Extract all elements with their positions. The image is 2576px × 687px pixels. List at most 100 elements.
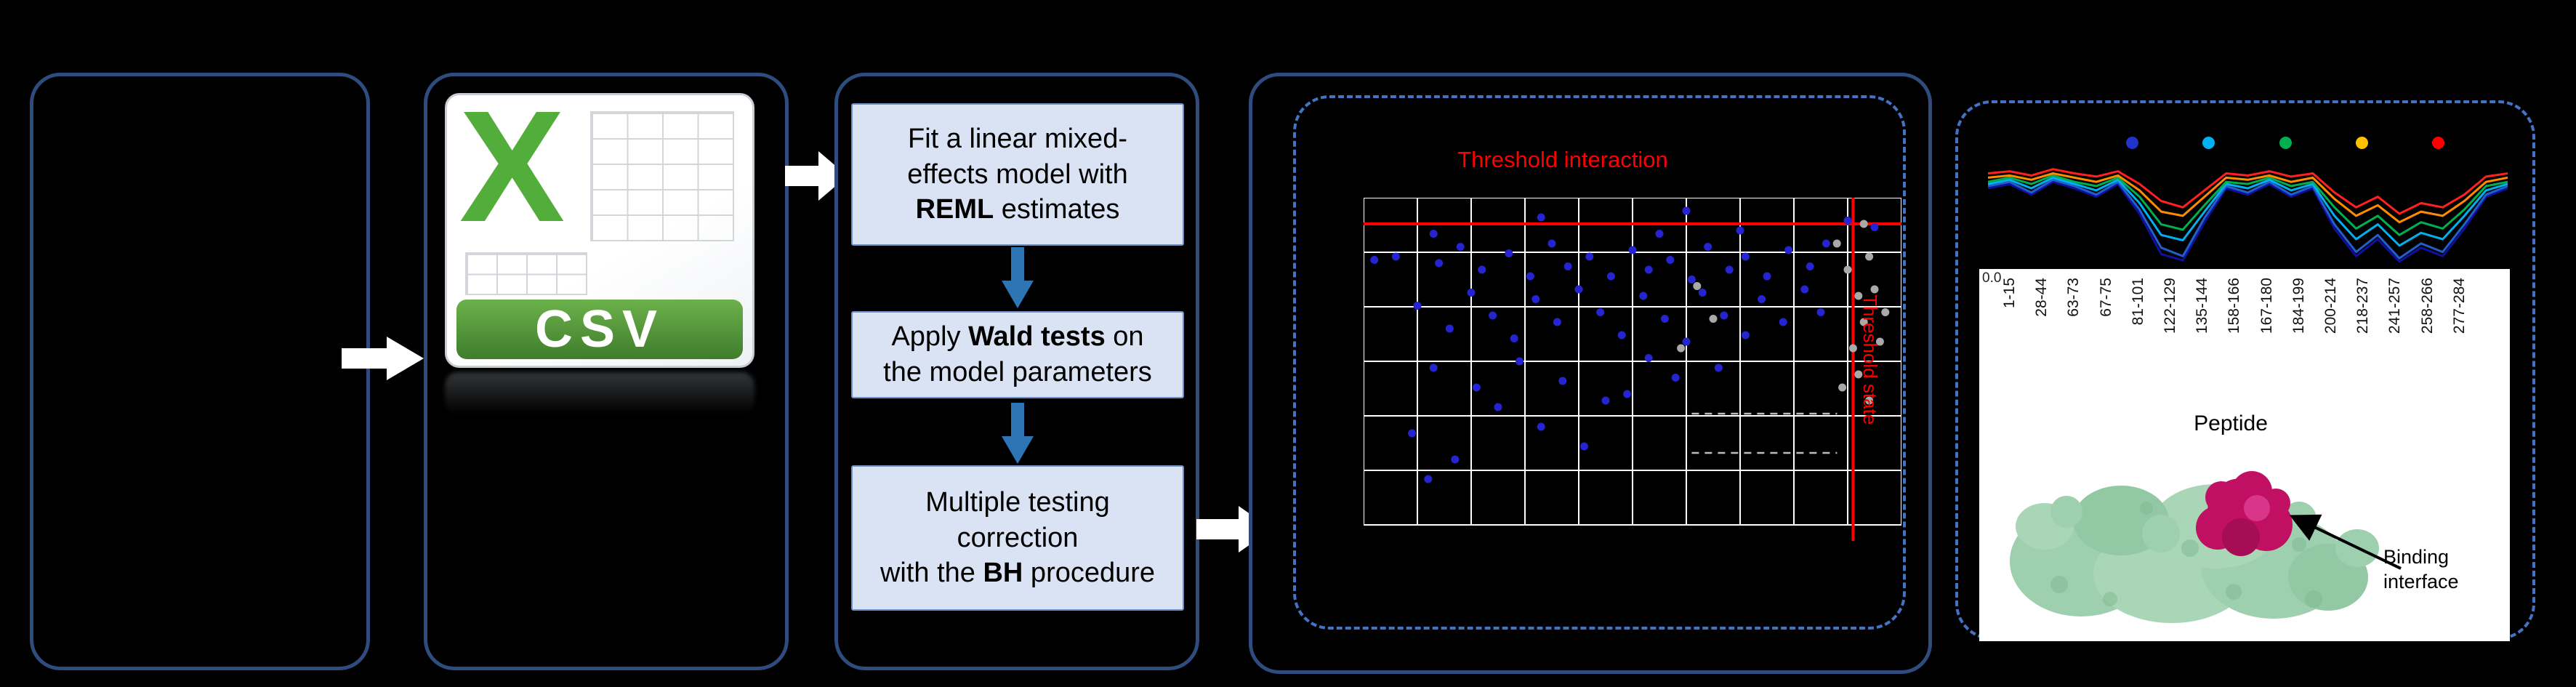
scatter-point-significant bbox=[1806, 262, 1814, 270]
peptide-tick-label: 167-180 bbox=[2258, 278, 2275, 334]
scatter-point-nonsignificant bbox=[1693, 282, 1702, 290]
scatter-point-significant bbox=[1644, 354, 1653, 362]
scatter-point-significant bbox=[1472, 383, 1481, 392]
peptide-axis-label: Peptide bbox=[2194, 411, 2268, 435]
peptide-tick-label: 81-101 bbox=[2129, 278, 2146, 326]
timepoint-legend-dots bbox=[2126, 137, 2444, 149]
scatter-point-nonsignificant bbox=[1881, 308, 1890, 316]
scatter-point-significant bbox=[1639, 292, 1648, 300]
scatter-point-significant bbox=[1606, 272, 1615, 281]
scatter-point-nonsignificant bbox=[1875, 337, 1884, 346]
scatter-point-significant bbox=[1816, 308, 1825, 316]
scatter-point-significant bbox=[1655, 230, 1664, 238]
scatter-point-significant bbox=[1510, 334, 1518, 342]
scatter-point-significant bbox=[1456, 243, 1465, 251]
scatter-point-significant bbox=[1741, 331, 1750, 340]
step2-line1a: Apply bbox=[891, 321, 969, 353]
spreadsheet-grid-icon bbox=[590, 111, 734, 241]
scatter-point-significant bbox=[1553, 318, 1561, 326]
scatter-point-significant bbox=[1435, 259, 1444, 268]
input-box bbox=[30, 73, 370, 670]
scatter-point-significant bbox=[1741, 252, 1750, 261]
down-arrow-1-icon bbox=[1002, 247, 1034, 308]
scatter-point-nonsignificant bbox=[1870, 285, 1879, 294]
step3-line3c: procedure bbox=[1023, 558, 1156, 589]
step1-line3: estimates bbox=[994, 194, 1120, 225]
scatter-point-significant bbox=[1467, 289, 1476, 297]
scatter-point-significant bbox=[1822, 239, 1830, 248]
scatter-point-significant bbox=[1478, 265, 1486, 274]
scatter-point-significant bbox=[1628, 246, 1637, 254]
scatter-point-nonsignificant bbox=[1854, 370, 1863, 379]
scatter-point-significant bbox=[1547, 239, 1556, 248]
step3-line1: Multiple testing bbox=[925, 487, 1110, 518]
scatter-point-significant bbox=[1623, 390, 1632, 398]
scatter-point-significant bbox=[1682, 206, 1691, 215]
scatter-point-significant bbox=[1758, 295, 1766, 303]
step3-line2: correction bbox=[957, 522, 1079, 553]
peptide-tick-label: 277-284 bbox=[2450, 278, 2468, 334]
scatter-point-significant bbox=[1666, 256, 1675, 264]
scatter-point-significant bbox=[1413, 302, 1422, 310]
peptide-tick-label: 63-73 bbox=[2065, 278, 2082, 317]
scatter-point-significant bbox=[1617, 331, 1626, 340]
csv-file-icon: X CSV bbox=[445, 84, 754, 368]
uptake-line-navy bbox=[1988, 180, 2508, 263]
peptide-tick-label: 184-199 bbox=[2290, 278, 2307, 334]
peptide-tick-label: 122-129 bbox=[2162, 278, 2178, 334]
peptide-tick-label: 241-257 bbox=[2386, 278, 2404, 334]
legend-dot-icon bbox=[2202, 137, 2215, 149]
step-multiple-testing: Multiple testing correction with the BH … bbox=[851, 465, 1184, 611]
step2-line2: the model parameters bbox=[883, 357, 1152, 387]
scatter-point-nonsignificant bbox=[1832, 239, 1841, 248]
step2-wald: Wald tests bbox=[968, 321, 1106, 353]
threshold-interaction-label: Threshold interaction bbox=[1457, 147, 1668, 172]
csv-banner-label: CSV bbox=[534, 300, 665, 358]
step3-line3a: with the bbox=[880, 558, 983, 589]
peptide-tick-label: 28-44 bbox=[2033, 278, 2050, 317]
scatter-point-significant bbox=[1505, 249, 1513, 257]
deuterium-uptake-chart bbox=[1988, 168, 2508, 263]
uptake-line-cyan bbox=[1988, 176, 2508, 247]
scatter-point-significant bbox=[1585, 252, 1594, 261]
scatter-point-significant bbox=[1660, 315, 1669, 323]
scatter-result-box bbox=[1249, 73, 1932, 674]
scatter-point-significant bbox=[1725, 265, 1734, 274]
binding-interface-arrow-icon bbox=[2289, 514, 2402, 570]
csv-banner: CSV bbox=[456, 299, 744, 359]
scatter-point-significant bbox=[1537, 422, 1545, 431]
scatter-point-significant bbox=[1779, 318, 1787, 326]
scatter-point-significant bbox=[1516, 357, 1524, 366]
peptide-axis-ticks: 1-15 28-44 63-73 67-75 81-101 122-129 135-144 1… bbox=[1997, 273, 2476, 406]
uptake-line-orange bbox=[1988, 172, 2508, 224]
binding-interface-region bbox=[2196, 471, 2293, 556]
scatter-point-significant bbox=[1714, 363, 1723, 372]
scatter-point-nonsignificant bbox=[1859, 220, 1868, 228]
scatter-point-nonsignificant bbox=[1865, 252, 1874, 261]
scatter-point-significant bbox=[1601, 396, 1610, 405]
scatter-point-significant bbox=[1408, 429, 1417, 438]
scatter-point-significant bbox=[1596, 308, 1605, 316]
scatter-dashed-frame bbox=[1293, 95, 1906, 630]
step1-line2: effects model with bbox=[907, 158, 1128, 190]
scatter-point-nonsignificant bbox=[1843, 265, 1852, 274]
peptide-tick-label: 67-75 bbox=[2097, 278, 2114, 317]
peptide-tick-label: 200-214 bbox=[2322, 278, 2339, 334]
step3-bh: BH bbox=[983, 558, 1023, 589]
legend-dot-icon bbox=[2126, 137, 2138, 149]
protein-structure-illustration bbox=[2010, 471, 2379, 623]
scatter-point-significant bbox=[1687, 276, 1696, 284]
scatter-point-significant bbox=[1558, 377, 1567, 385]
excel-x-logo: X bbox=[459, 79, 565, 256]
scatter-point-nonsignificant bbox=[1859, 318, 1868, 326]
scatter-point-nonsignificant bbox=[1677, 344, 1686, 353]
step1-reml: REML bbox=[915, 194, 994, 225]
scatter-point-significant bbox=[1720, 311, 1728, 320]
scatter-point-nonsignificant bbox=[1865, 396, 1874, 405]
binding-interface-label: Binding interface bbox=[2383, 546, 2459, 592]
scatter-point-nonsignificant bbox=[1838, 383, 1847, 392]
scatter-point-significant bbox=[1800, 285, 1809, 294]
step1-line1: Fit a linear mixed- bbox=[908, 124, 1127, 155]
peptide-tick-label: 218-237 bbox=[2354, 278, 2372, 334]
